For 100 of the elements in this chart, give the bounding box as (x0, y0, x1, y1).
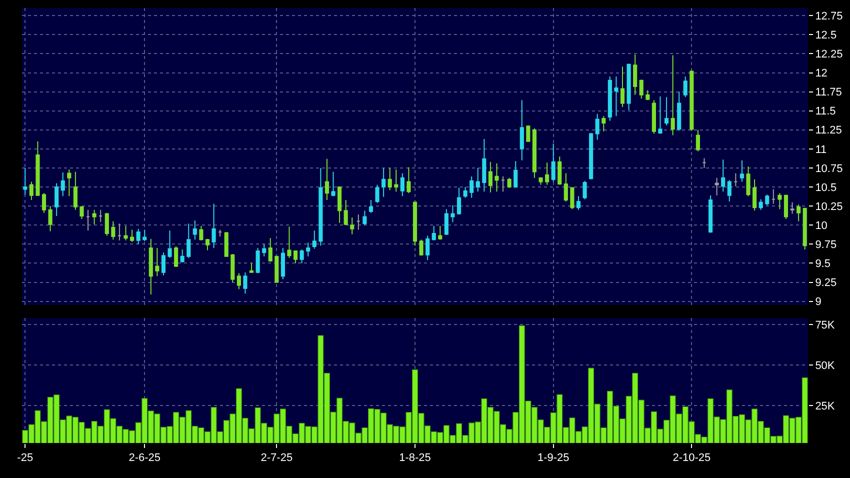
candlestick (155, 247, 160, 277)
candlestick (400, 172, 404, 197)
y-tick-label: 11 (815, 144, 827, 156)
y-tick-label: 12 (815, 68, 828, 80)
candlestick (205, 238, 210, 251)
candlestick (218, 229, 222, 238)
candlestick (362, 210, 367, 226)
candlestick (714, 177, 719, 196)
candlestick (444, 208, 448, 236)
candlestick (790, 202, 794, 214)
candlestick (564, 172, 568, 202)
x-tick-label: 2-7-25 (260, 452, 293, 464)
candlestick (595, 113, 600, 140)
candlestick (520, 100, 524, 161)
candlestick (419, 239, 424, 256)
candlestick (639, 79, 644, 100)
candlestick (161, 252, 166, 276)
candlestick (212, 203, 216, 248)
candlestick (670, 54, 675, 136)
candlestick (476, 167, 480, 192)
candlestick (256, 247, 260, 274)
y-tick-label: 50K (815, 360, 836, 372)
candlestick (438, 225, 442, 240)
candlestick (243, 272, 248, 294)
y-tick-label: 25K (815, 400, 836, 413)
candlestick (482, 138, 486, 192)
candlestick (23, 167, 28, 196)
candlestick (274, 256, 279, 283)
x-tick-label: -25 (17, 452, 34, 464)
candlestick (734, 172, 738, 187)
candlestick (148, 238, 153, 295)
candlestick (293, 250, 298, 264)
candlestick (98, 209, 103, 223)
candlestick (652, 100, 656, 134)
candlestick (86, 209, 90, 231)
candlestick (168, 230, 172, 258)
x-tick-label: 1-9-25 (537, 452, 570, 464)
candlestick (331, 171, 336, 197)
candlestick (224, 231, 228, 257)
candlestick (778, 192, 782, 210)
y-tick-label: 10.25 (815, 200, 843, 213)
x-tick-label: 2-10-25 (672, 452, 711, 464)
candlestick (620, 66, 625, 108)
y-tick-label: 10.5 (815, 182, 837, 194)
candlestick (412, 202, 418, 246)
candlestick (494, 162, 499, 192)
candlestick (602, 116, 606, 132)
y-tick-label: 9.25 (815, 277, 837, 290)
candlestick (60, 172, 65, 197)
candlestick (551, 143, 556, 182)
candlestick (124, 225, 128, 241)
candlestick (356, 214, 360, 230)
candlestick (287, 226, 292, 258)
candlestick (300, 248, 304, 264)
y-tick-label: 9.5 (815, 258, 830, 270)
candlestick (318, 167, 323, 246)
y-tick-label: 12.25 (815, 48, 843, 61)
candlestick (614, 76, 618, 117)
candlestick (92, 209, 96, 225)
y-tick-label: 75K (815, 319, 836, 332)
candlestick (526, 124, 530, 142)
y-tick-label: 9 (815, 296, 822, 308)
candlestick (507, 177, 512, 188)
candlestick (306, 242, 310, 257)
candlestick (312, 230, 316, 250)
candlestick (36, 140, 40, 196)
candlestick (29, 181, 34, 200)
candlestick (721, 159, 726, 192)
candlestick (73, 171, 78, 210)
candlestick (192, 220, 197, 240)
candlestick (174, 246, 178, 268)
candlestick (538, 177, 543, 186)
candlestick (708, 194, 713, 234)
candlestick (746, 166, 750, 197)
candlestick (368, 199, 374, 214)
y-tick-label: 12.5 (815, 30, 837, 42)
candlestick (67, 169, 72, 197)
candlestick (664, 96, 669, 126)
y-tick-label: 10 (815, 220, 828, 232)
candlestick (470, 176, 474, 198)
candlestick (752, 178, 757, 212)
candlestick (558, 156, 562, 186)
candlestick (117, 223, 122, 241)
candlestick (104, 212, 109, 236)
candlestick (576, 196, 581, 210)
candlestick (463, 186, 468, 198)
candlestick (375, 184, 380, 204)
candlestick (382, 167, 386, 198)
candlestick (262, 244, 266, 257)
candlestick (677, 91, 682, 132)
candlestick (582, 180, 587, 200)
candlestick (80, 206, 84, 220)
candlestick (230, 254, 235, 283)
candlestick (702, 158, 706, 168)
candlestick (771, 188, 776, 204)
candlestick (456, 187, 462, 215)
candlestick (589, 132, 594, 180)
candlestick (488, 161, 492, 193)
y-tick-label: 10.75 (815, 162, 843, 175)
candlestick (186, 223, 191, 258)
